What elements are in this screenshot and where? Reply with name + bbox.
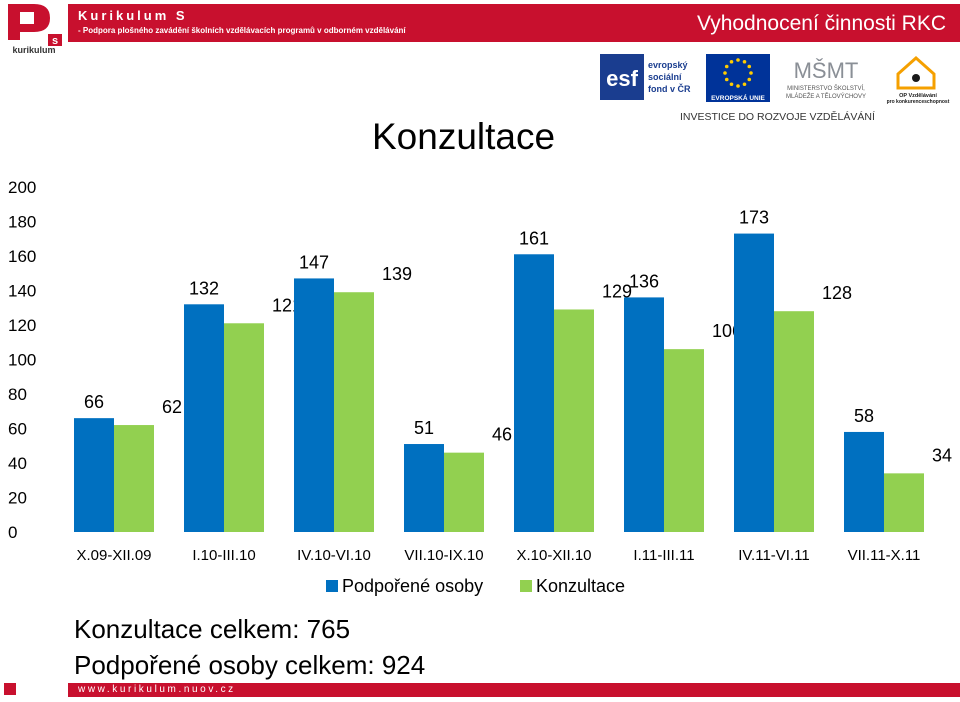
eu-star-icon [742, 59, 747, 64]
bar [224, 323, 264, 532]
logo-text: kurikulum [12, 45, 55, 55]
data-label: 161 [519, 228, 549, 248]
data-label: 136 [629, 271, 659, 291]
msmt-top: MŠMT [794, 58, 859, 83]
eu-star-icon [729, 82, 734, 87]
esf-logo: esf evropský sociální fond v ČR [600, 54, 691, 100]
eu-star-icon [747, 64, 752, 69]
data-label: 139 [382, 264, 412, 284]
y-tick-label: 160 [8, 247, 36, 266]
footer-url: www.kurikulum.nuov.cz [78, 684, 236, 695]
legend-swatch [520, 580, 532, 592]
eu-logos: esf evropský sociální fond v ČR EVROPSKÁ… [600, 52, 952, 123]
x-tick-label: I.10-III.10 [192, 547, 255, 564]
y-tick-label: 40 [8, 454, 27, 473]
y-tick-label: 60 [8, 420, 27, 439]
y-tick-label: 0 [8, 523, 17, 542]
eu-star-icon [747, 77, 752, 82]
page-heading: Konzultace [372, 116, 556, 157]
eu-star-icon [724, 64, 729, 69]
footer-square [4, 683, 16, 695]
bar [774, 311, 814, 532]
legend-label: Konzultace [536, 576, 625, 596]
data-label: 129 [602, 281, 632, 301]
y-tick-label: 120 [8, 316, 36, 335]
data-label: 132 [189, 278, 219, 298]
op-line-2: pro konkurenceschopnost [887, 99, 950, 105]
data-label: 58 [854, 406, 874, 426]
bar [444, 452, 484, 532]
data-label: 173 [739, 208, 769, 228]
summary-osoby: Podpořené osoby celkem: 924 [74, 650, 426, 680]
y-tick-label: 80 [8, 385, 27, 404]
legend-swatch [326, 580, 338, 592]
data-label: 34 [932, 445, 952, 465]
bar [334, 292, 374, 532]
data-label: 66 [84, 392, 104, 412]
bar [294, 278, 334, 532]
x-tick-label: X.10-XII.10 [516, 547, 591, 564]
x-tick-label: I.11-III.11 [633, 547, 694, 564]
y-tick-label: 100 [8, 351, 36, 370]
msmt-line-1: MINISTERSTVO ŠKOLSTVÍ, [787, 85, 865, 92]
data-label: 62 [162, 397, 182, 417]
bar [664, 349, 704, 532]
bar [884, 473, 924, 532]
esf-line-1: evropský [648, 60, 688, 70]
data-label: 51 [414, 418, 434, 438]
esf-line-3: fond v ČR [648, 83, 691, 94]
x-tick-label: VII.11-X.11 [848, 547, 921, 564]
eu-label: EVROPSKÁ UNIE [711, 93, 765, 102]
section-title: Vyhodnocení činnosti RKC [696, 12, 946, 35]
esf-line-2: sociální [648, 72, 682, 82]
data-label: 46 [492, 425, 512, 445]
brand-subtitle: - Podpora plošného zavádění školních vzd… [78, 26, 406, 35]
kurikulum-logo: s kurikulum [4, 0, 64, 56]
eu-star-icon [736, 84, 740, 88]
eu-star-icon [724, 77, 729, 82]
x-tick-label: IV.10-VI.10 [297, 547, 371, 564]
bar [404, 444, 444, 532]
header-bar: Kurikulum S - Podpora plošného zavádění … [68, 4, 960, 42]
bar [514, 254, 554, 532]
summary-konzultace: Konzultace celkem: 765 [74, 614, 351, 644]
y-tick-label: 20 [8, 489, 27, 508]
eu-star-icon [729, 59, 734, 64]
x-tick-label: VII.10-IX.10 [404, 547, 483, 564]
brand-title: Kurikulum S [78, 8, 188, 23]
esf-short: esf [606, 66, 638, 91]
eu-star-icon [749, 71, 753, 75]
bar [114, 425, 154, 532]
bar [844, 431, 884, 532]
bar [554, 309, 594, 532]
eu-star-icon [742, 82, 747, 87]
op-line-1: OP Vzdělávání [899, 93, 937, 99]
msmt-line-2: MLÁDEŽE A TĚLOVÝCHOVY [786, 92, 866, 100]
eu-flag-logo: EVROPSKÁ UNIE [706, 54, 770, 102]
y-tick-label: 140 [8, 282, 36, 301]
bar [734, 233, 774, 532]
msmt-logo: MŠMT MINISTERSTVO ŠKOLSTVÍ, MLÁDEŽE A TĚ… [786, 58, 866, 100]
legend-label: Podpořené osoby [342, 576, 483, 596]
eu-star-icon [736, 58, 740, 62]
y-tick-label: 180 [8, 213, 36, 232]
data-label: 128 [822, 283, 852, 303]
x-tick-label: IV.11-VI.11 [738, 547, 809, 564]
footer-bar: www.kurikulum.nuov.cz [68, 683, 960, 697]
eu-tagline: INVESTICE DO ROZVOJE VZDĚLÁVÁNÍ [680, 110, 875, 122]
data-label: 147 [299, 252, 329, 272]
logo-letter: s [52, 35, 58, 47]
bar [624, 297, 664, 532]
x-tick-label: X.09-XII.09 [76, 547, 151, 564]
y-tick-label: 200 [8, 178, 36, 197]
bar [74, 418, 114, 532]
eu-star-icon [723, 71, 727, 75]
op-logo: OP Vzdělávání pro konkurenceschopnost [887, 55, 950, 105]
bar [184, 304, 224, 532]
